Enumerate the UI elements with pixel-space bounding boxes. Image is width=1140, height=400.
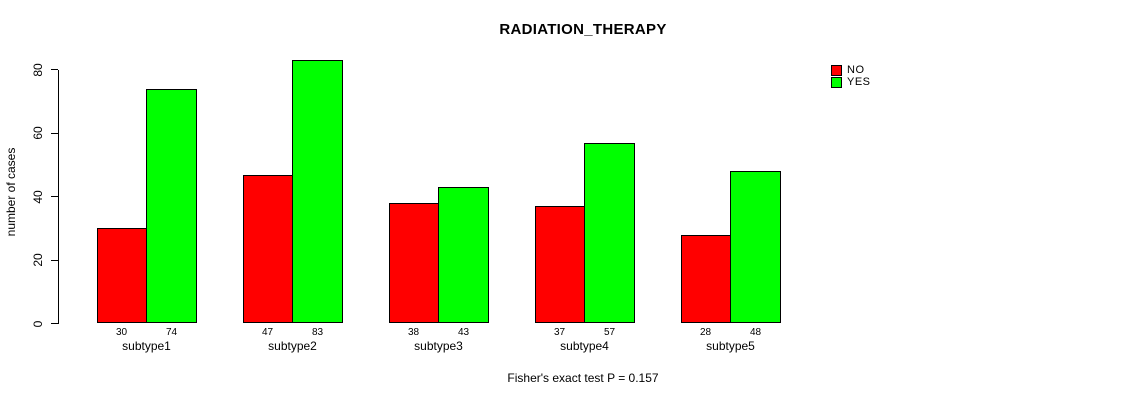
bar-value-label: 47 xyxy=(261,327,274,338)
y-tick-label: 40 xyxy=(31,190,45,204)
category-label-subtype1: subtype1 xyxy=(122,339,171,353)
legend-swatch-yes xyxy=(831,77,842,88)
y-tick-mark xyxy=(50,259,58,261)
y-tick-mark xyxy=(50,196,58,198)
stat-test-caption: Fisher's exact test P = 0.157 xyxy=(507,371,659,385)
bar-yes-subtype2 xyxy=(291,60,343,324)
bar-value-label: 74 xyxy=(165,327,178,338)
category-label-subtype4: subtype4 xyxy=(560,339,609,353)
y-tick-label: 0 xyxy=(31,320,45,327)
chart-title: RADIATION_THERAPY xyxy=(499,21,667,38)
bar-value-label: 83 xyxy=(311,327,324,338)
bar-value-label: 30 xyxy=(115,327,128,338)
legend-item-yes: YES xyxy=(831,77,871,88)
y-tick-label: 20 xyxy=(31,253,45,267)
legend-item-no: NO xyxy=(831,65,871,76)
bar-value-label: 57 xyxy=(603,327,616,338)
bar-value-label: 28 xyxy=(699,327,712,338)
y-axis-line xyxy=(57,69,59,325)
bar-no-subtype5 xyxy=(680,234,731,324)
y-axis-title: number of cases xyxy=(4,147,18,237)
y-tick-mark xyxy=(50,132,58,134)
bar-value-label: 48 xyxy=(749,327,762,338)
bar-value-label: 38 xyxy=(407,327,420,338)
bar-yes-subtype3 xyxy=(437,187,489,324)
legend-swatch-no xyxy=(831,65,842,76)
y-tick-mark xyxy=(50,69,58,71)
category-label-subtype2: subtype2 xyxy=(268,339,317,353)
category-label-subtype5: subtype5 xyxy=(706,339,755,353)
bar-no-subtype2 xyxy=(242,174,293,324)
y-tick-label: 60 xyxy=(31,126,45,140)
bar-no-subtype3 xyxy=(388,203,439,324)
bar-value-label: 43 xyxy=(457,327,470,338)
y-tick-label: 80 xyxy=(31,63,45,77)
legend-label: YES xyxy=(847,76,871,88)
bar-yes-subtype5 xyxy=(729,171,781,324)
bar-yes-subtype4 xyxy=(583,142,635,324)
legend: NO YES xyxy=(831,65,871,89)
legend-label: NO xyxy=(847,64,865,76)
bar-no-subtype1 xyxy=(96,228,147,324)
bar-value-label: 37 xyxy=(553,327,566,338)
category-label-subtype3: subtype3 xyxy=(414,339,463,353)
bar-yes-subtype1 xyxy=(145,88,197,324)
bar-no-subtype4 xyxy=(534,206,585,324)
y-tick-mark xyxy=(50,323,58,324)
